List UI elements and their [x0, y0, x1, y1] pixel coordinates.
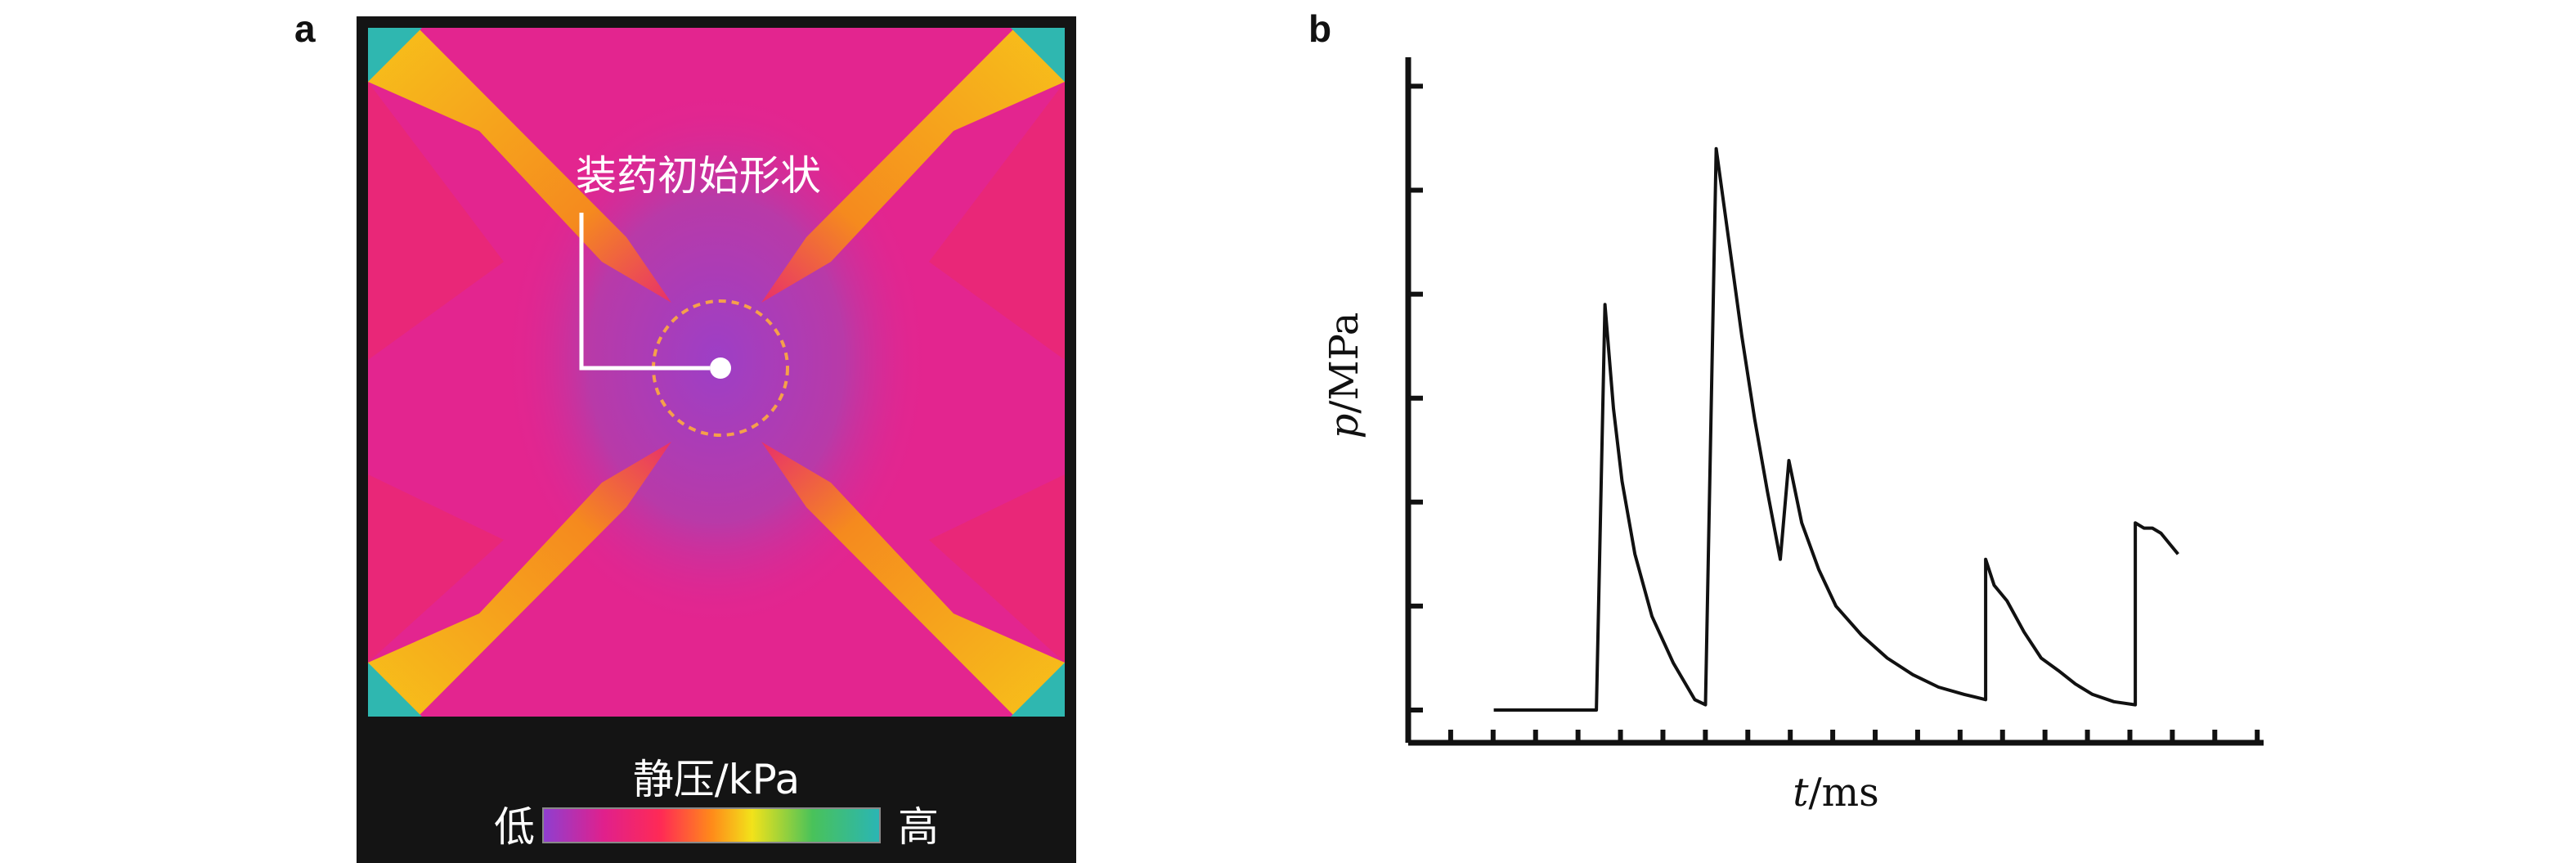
panel-label-b: b	[1308, 7, 1332, 50]
colorbar-low-label: 低	[494, 803, 535, 851]
colorbar-high-label: 高	[898, 803, 939, 851]
edge-band-right	[929, 82, 1065, 360]
x-axis-label: t/ms	[1793, 770, 1879, 816]
colorbar-title: 静压/kPa	[633, 756, 800, 803]
x-axis-label-unit: /ms	[1808, 770, 1878, 816]
corner-teal-br	[1011, 663, 1065, 717]
annotation-charge-shape: 装药初始形状	[576, 152, 821, 200]
pressure-field-panel: 装药初始形状 静压/kPa 低 高	[357, 16, 1076, 863]
annotation-leader-line	[579, 213, 710, 371]
y-axis-label-unit: /MPa	[1322, 312, 1367, 414]
edge-band-left-lower	[368, 474, 504, 663]
charge-center-dot	[710, 357, 731, 379]
colorbar	[542, 807, 881, 843]
jet-bottom-left	[368, 442, 671, 717]
y-axis-label-symbol: p	[1322, 414, 1367, 439]
panel-label-a: a	[294, 7, 316, 50]
jet-top-right	[761, 28, 1065, 303]
pressure-curve	[1493, 146, 2179, 712]
pressure-time-chart: t/ms p/MPa	[1322, 57, 2264, 816]
x-axis-label-symbol: t	[1793, 770, 1809, 816]
chart-ticks	[1408, 83, 2260, 743]
corner-teal-tl	[368, 28, 422, 82]
corner-teal-bl	[368, 663, 422, 717]
jet-top-left	[368, 28, 671, 303]
corner-teal-tr	[1011, 28, 1065, 82]
jet-bottom-right	[761, 442, 1065, 717]
edge-band-left	[368, 82, 504, 360]
y-axis-label: p/MPa	[1322, 312, 1367, 439]
edge-band-right-lower	[929, 474, 1065, 663]
